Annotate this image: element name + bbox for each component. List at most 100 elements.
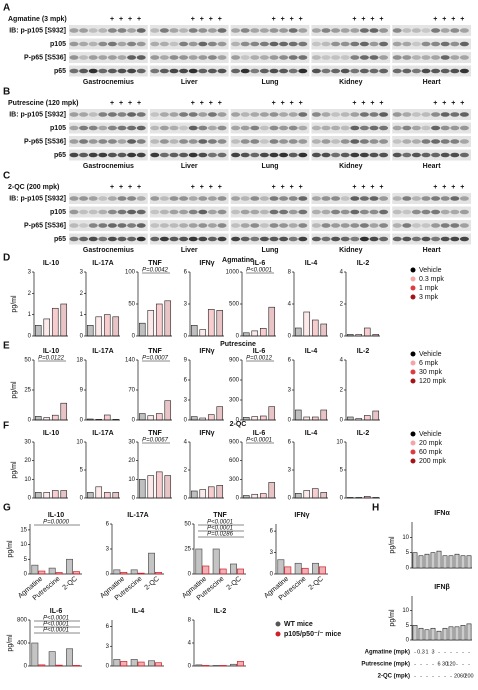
- plus-sign: +: [281, 16, 285, 23]
- blot-band: [117, 41, 127, 47]
- blot-band: [107, 112, 117, 117]
- y-tick-label: 0: [184, 496, 188, 502]
- blot-band: [188, 41, 198, 47]
- y-tick-label: 5: [80, 468, 84, 474]
- blot-band: [369, 28, 379, 33]
- blot-band: [431, 209, 441, 215]
- blot-band: [440, 28, 450, 33]
- row-label: P-p65 [S536]: [24, 222, 66, 229]
- legend-label: 200 mpk: [419, 458, 446, 465]
- blot-band: [127, 41, 137, 47]
- blot-band: [217, 152, 227, 158]
- blot-strip: [69, 25, 148, 36]
- blot-band: [450, 223, 460, 228]
- y-tick-label: 0: [188, 664, 192, 670]
- bar: [86, 418, 94, 421]
- row-label: p105: [50, 209, 66, 216]
- blot-band: [331, 196, 341, 201]
- bar: [236, 661, 244, 667]
- blot-band: [150, 125, 160, 131]
- blot-band: [350, 223, 360, 228]
- bar: [130, 569, 138, 575]
- blot-band: [298, 28, 308, 33]
- blot-band: [250, 223, 260, 228]
- bar: [113, 569, 121, 575]
- blot-band: [269, 196, 279, 201]
- chart-title: IFNγ: [199, 430, 214, 437]
- y-tick-label: 10: [402, 608, 409, 614]
- y-tick-label: 1: [28, 312, 32, 318]
- bar: [284, 566, 292, 575]
- blot-band: [450, 28, 460, 33]
- plus-sign: +: [191, 100, 195, 107]
- blot-band: [117, 236, 127, 242]
- blot-strip: [392, 38, 471, 50]
- y-tick-label: 30: [24, 440, 31, 446]
- blot-band: [331, 55, 341, 60]
- plus-sign: +: [119, 100, 123, 107]
- bar: [43, 492, 51, 499]
- blot-band: [379, 68, 389, 74]
- blot-band: [450, 152, 460, 158]
- blot-band: [359, 139, 369, 144]
- blot-band: [440, 196, 450, 201]
- blot-band: [136, 196, 146, 201]
- blot-band: [431, 41, 441, 47]
- plus-sign: +: [451, 100, 455, 107]
- blot-band: [150, 139, 160, 144]
- blot-band: [259, 152, 269, 158]
- blot-band: [440, 68, 450, 74]
- blot-band: [459, 112, 469, 117]
- bar: [363, 327, 371, 337]
- y-tick-label: 0: [106, 572, 110, 578]
- bar: [346, 497, 354, 499]
- blot-band: [179, 196, 189, 201]
- table-cell: 3: [431, 649, 434, 655]
- blot-band: [88, 223, 98, 228]
- blot-band: [217, 55, 227, 60]
- blot-strip: [69, 206, 148, 218]
- blot-band: [350, 55, 360, 60]
- chart-title: IL-4: [305, 348, 318, 355]
- blot-band: [117, 209, 127, 215]
- y-tick-label: 0: [236, 418, 240, 424]
- y-tick-label: 0: [288, 496, 292, 502]
- blot-band: [421, 55, 431, 60]
- tissue-label: Lung: [261, 79, 278, 86]
- blot-band: [179, 28, 189, 33]
- blot-band: [98, 209, 108, 215]
- bar: [207, 414, 215, 421]
- legend-dot: [410, 378, 416, 384]
- blot-strip: [149, 136, 229, 147]
- blot-band: [240, 236, 250, 242]
- chart-title: IL-10: [43, 430, 59, 437]
- blot-band: [198, 139, 208, 144]
- tissue-label: Gastrocnemius: [83, 247, 134, 254]
- blot-band: [340, 223, 350, 228]
- blot-band: [411, 125, 421, 131]
- blot-band: [159, 112, 169, 117]
- blot-band: [411, 209, 421, 215]
- blot-band: [288, 209, 298, 215]
- blot-band: [421, 28, 431, 33]
- legend-label: Vehicle: [419, 351, 442, 358]
- blot-band: [250, 196, 260, 201]
- blot-strip: [69, 52, 148, 63]
- y-tick-label: 50: [24, 358, 31, 364]
- blot-band: [240, 152, 250, 158]
- blot-band: [269, 112, 279, 117]
- y-tick-label: 0: [406, 566, 410, 572]
- blot-band: [392, 125, 402, 131]
- bar: [216, 310, 224, 337]
- blot-band: [217, 139, 227, 144]
- blot-band: [207, 152, 217, 158]
- blot-band: [392, 139, 402, 144]
- blot-band: [259, 28, 269, 33]
- blot-band: [127, 125, 137, 131]
- plus-sign: +: [451, 184, 455, 191]
- blot-band: [69, 28, 79, 33]
- blot-band: [88, 112, 98, 117]
- bar: [363, 415, 371, 421]
- blot-band: [331, 112, 341, 117]
- blot-band: [107, 68, 117, 74]
